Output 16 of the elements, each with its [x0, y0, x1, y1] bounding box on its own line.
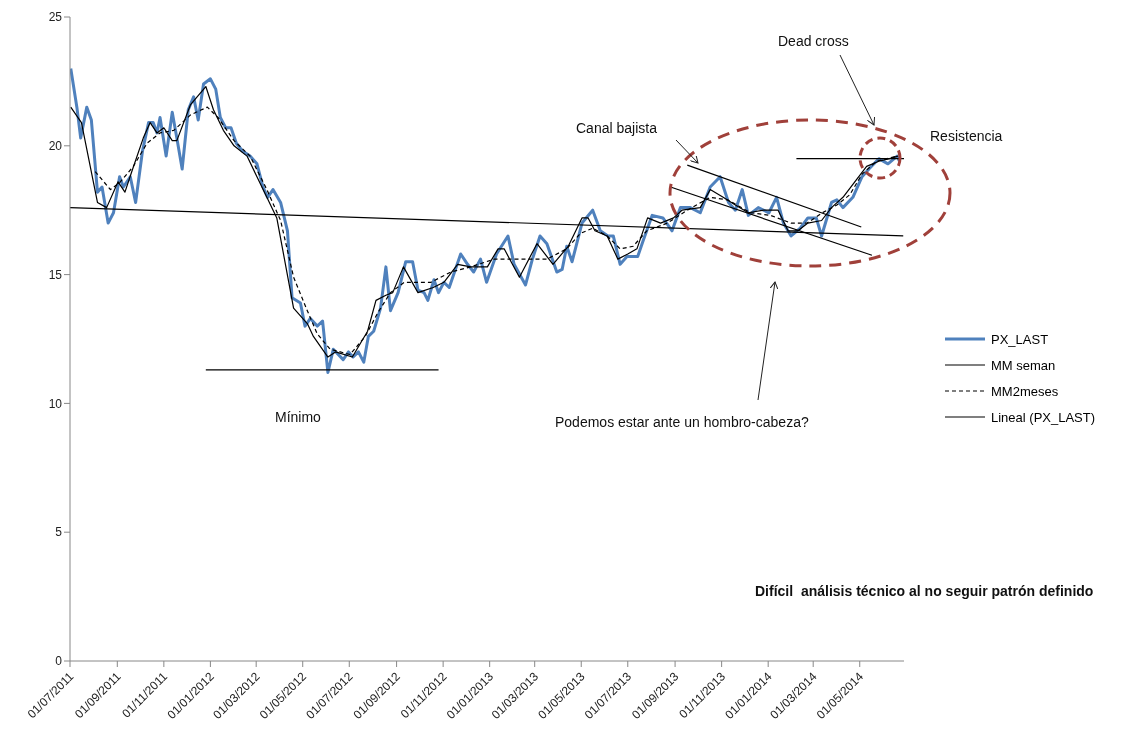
y-tick-label: 25: [48, 10, 63, 25]
text: Resistencia: [930, 128, 1003, 144]
annotation: Canal bajista: [576, 120, 657, 136]
legend-label: MM2meses: [991, 383, 1059, 399]
annotation: Difícil análisis técnico al no seguir patrón definido: [755, 583, 1094, 599]
legend-label: PX_LAST: [991, 331, 1049, 347]
annotation: Dead cross: [778, 33, 849, 49]
legend-label: MM seman: [991, 357, 1056, 373]
legend-label: Lineal (PX_LAST): [991, 409, 1096, 425]
y-tick-label: 5: [55, 525, 63, 540]
y-tick-label: 15: [48, 267, 63, 282]
annotation: Mínimo: [275, 409, 321, 425]
y-tick-label: 10: [48, 396, 63, 411]
y-tick-label: 0: [55, 654, 63, 669]
annotation: Podemos estar ante un hombro-cabeza?: [555, 414, 809, 430]
y-tick-label: 20: [48, 139, 63, 154]
